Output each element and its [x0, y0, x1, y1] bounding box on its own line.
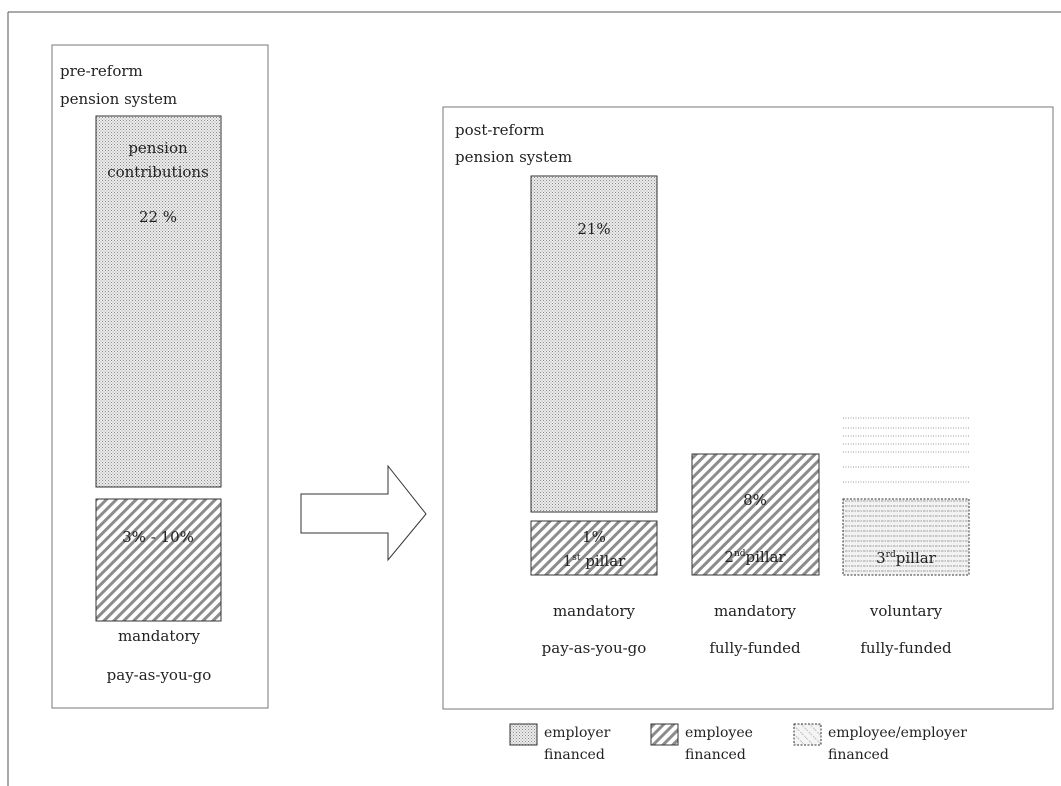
pillar1-employer-bar — [530, 175, 658, 513]
pillar-1: 21% 1% 1st pillar mandatory pay-as-you-g… — [530, 175, 658, 657]
legend-item-employee: employee financed — [650, 723, 753, 763]
post-reform-title-line1: post-reform — [455, 121, 544, 139]
legend-mixed-line2: financed — [828, 747, 889, 763]
pillar1-type-line1: mandatory — [553, 602, 636, 620]
pre-reform-title-line1: pre-reform — [60, 62, 143, 80]
pillar3-type-line2: fully-funded — [860, 639, 952, 657]
pillar1-label: 1st pillar — [563, 552, 627, 570]
pre-reform-panel: pre-reform pension system pension contri… — [51, 44, 269, 709]
legend: employer financed employee financed empl… — [509, 723, 967, 763]
pillar3-type-line1: voluntary — [869, 602, 943, 620]
legend-employee-line2: financed — [685, 747, 746, 763]
pillar1-employee-rate: 1% — [582, 528, 606, 546]
legend-mixed-line1: employee/employer — [828, 725, 967, 741]
pillar3-voluntary-dotted-lines — [843, 417, 969, 483]
legend-swatch-mixed — [793, 723, 822, 746]
legend-swatch-dots — [509, 723, 538, 746]
pillar3-bar — [842, 498, 970, 576]
legend-item-mixed: employee/employer financed — [793, 723, 967, 763]
legend-employee-line1: employee — [685, 725, 753, 741]
pillar3-label: 3rdpillar — [876, 549, 937, 567]
legend-swatch-diag — [650, 723, 679, 746]
pre-type-line2: pay-as-you-go — [107, 666, 212, 684]
legend-employer-line2: financed — [544, 747, 605, 763]
pre-employee-rate: 3% - 10% — [122, 528, 194, 546]
post-reform-panel: post-reform pension system 21% 1% 1st pi… — [442, 106, 1054, 710]
pillar2-rate: 8% — [743, 491, 767, 509]
pre-type-line1: mandatory — [118, 627, 201, 645]
pillar-3: 3rdpillar voluntary fully-funded — [842, 417, 970, 657]
pillar1-employee-bar — [530, 520, 658, 576]
pillar2-type-line2: fully-funded — [709, 639, 801, 657]
pre-reform-title-line2: pension system — [60, 90, 177, 108]
pre-contributions-label-line2: contributions — [107, 163, 209, 181]
pillar1-employer-rate: 21% — [577, 220, 610, 238]
pillar2-type-line1: mandatory — [714, 602, 797, 620]
pillar2-label: 2ndpillar — [724, 548, 786, 566]
pillar2-bar — [691, 453, 820, 576]
pre-contributions-label-line1: pension — [128, 139, 188, 157]
legend-employer-line1: employer — [544, 725, 611, 741]
reform-arrow-icon — [300, 464, 427, 562]
pillar1-type-line2: pay-as-you-go — [542, 639, 647, 657]
pre-contributions-rate: 22 % — [139, 208, 177, 226]
post-reform-title-line2: pension system — [455, 148, 572, 166]
pre-employee-bar — [95, 498, 222, 622]
legend-item-employer: employer financed — [509, 723, 611, 763]
pre-contributions-bar — [95, 115, 222, 488]
pillar-2: 8% 2ndpillar mandatory fully-funded — [691, 453, 820, 657]
